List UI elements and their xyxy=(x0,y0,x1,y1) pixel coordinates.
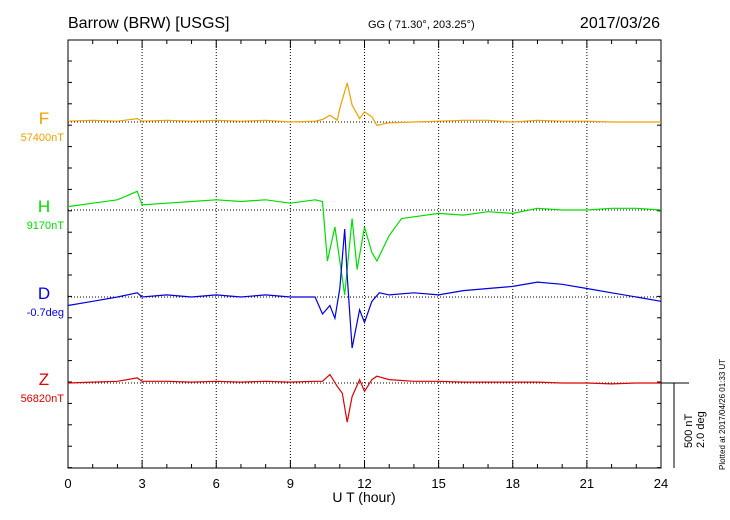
channel-name-H: H xyxy=(38,197,50,216)
channel-baseline-D: -0.7deg xyxy=(27,307,64,319)
scale-nt-label: 500 nT xyxy=(683,413,695,448)
x-tick-label: 18 xyxy=(506,476,520,491)
trace-lines xyxy=(67,82,662,423)
channel-name-D: D xyxy=(38,284,50,303)
x-tick-label: 21 xyxy=(580,476,594,491)
x-tick-label: 12 xyxy=(357,476,371,491)
x-tick-label: 15 xyxy=(431,476,445,491)
channel-name-Z: Z xyxy=(39,370,49,389)
x-tick-label: 3 xyxy=(139,476,146,491)
trace-Z xyxy=(67,373,661,423)
trace-F xyxy=(67,82,661,127)
channel-name-F: F xyxy=(39,109,49,128)
channel-labels: F 57400nT H 9170nT D -0.7deg Z 56820nT xyxy=(21,109,65,405)
channel-baseline-F: 57400nT xyxy=(21,132,65,144)
x-tick-label: 0 xyxy=(64,476,71,491)
scale-deg-label: 2.0 deg xyxy=(695,411,707,448)
date-label: 2017/03/26 xyxy=(580,15,660,32)
station-title: Barrow (BRW) [USGS] xyxy=(68,15,230,32)
trace-D xyxy=(67,228,662,349)
channel-baseline-H: 9170nT xyxy=(27,220,65,232)
grid-lines xyxy=(141,40,588,468)
axis-ticks xyxy=(67,40,662,469)
plotted-note: Plotted at 2017/04/26 01:33 UT xyxy=(718,359,727,470)
scale-bar: 500 nT 2.0 deg xyxy=(661,382,707,468)
x-axis-label: U T (hour) xyxy=(332,489,395,505)
channel-baseline-Z: 56820nT xyxy=(21,393,65,405)
x-tick-labels: 0 3 6 9 12 15 18 21 24 xyxy=(64,476,668,491)
trace-H xyxy=(67,190,662,296)
x-tick-label: 9 xyxy=(287,476,294,491)
x-tick-label: 6 xyxy=(213,476,220,491)
x-tick-label: 24 xyxy=(654,476,668,491)
coordinates-label: GG ( 71.30°, 203.25°) xyxy=(368,19,475,31)
